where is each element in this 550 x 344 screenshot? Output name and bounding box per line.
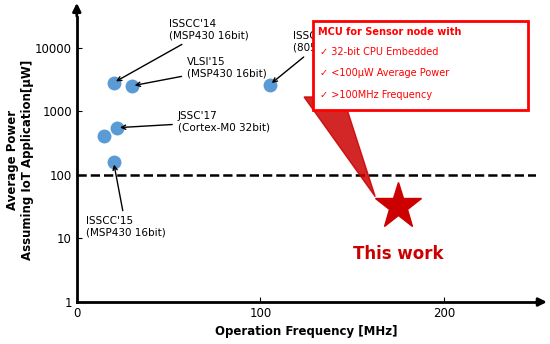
Text: ✓ <100μW Average Power: ✓ <100μW Average Power <box>320 68 449 78</box>
Text: ✓ 32-bit CPU Embedded: ✓ 32-bit CPU Embedded <box>320 47 438 57</box>
Text: VLSI'15
(MSP430 16bit): VLSI'15 (MSP430 16bit) <box>136 57 267 86</box>
X-axis label: Operation Frequency [MHz]: Operation Frequency [MHz] <box>215 325 398 338</box>
Text: ISSCC'14
(MSP430 16bit): ISSCC'14 (MSP430 16bit) <box>117 19 249 80</box>
Text: JSSC'17
(Cortex-M0 32bit): JSSC'17 (Cortex-M0 32bit) <box>122 111 270 132</box>
Text: ISSCC'16
(8051 8bit): ISSCC'16 (8051 8bit) <box>273 31 351 82</box>
Y-axis label: Average Power
Assuming IoT Application[μW]: Average Power Assuming IoT Application[μ… <box>6 60 34 260</box>
Text: MCU for Sensor node with: MCU for Sensor node with <box>318 27 461 37</box>
Polygon shape <box>304 97 375 197</box>
FancyBboxPatch shape <box>314 21 528 110</box>
Text: ✓ >100MHz Frequency: ✓ >100MHz Frequency <box>320 90 432 100</box>
Text: This work: This work <box>353 245 443 262</box>
Text: ISSCC'15
(MSP430 16bit): ISSCC'15 (MSP430 16bit) <box>86 166 166 238</box>
